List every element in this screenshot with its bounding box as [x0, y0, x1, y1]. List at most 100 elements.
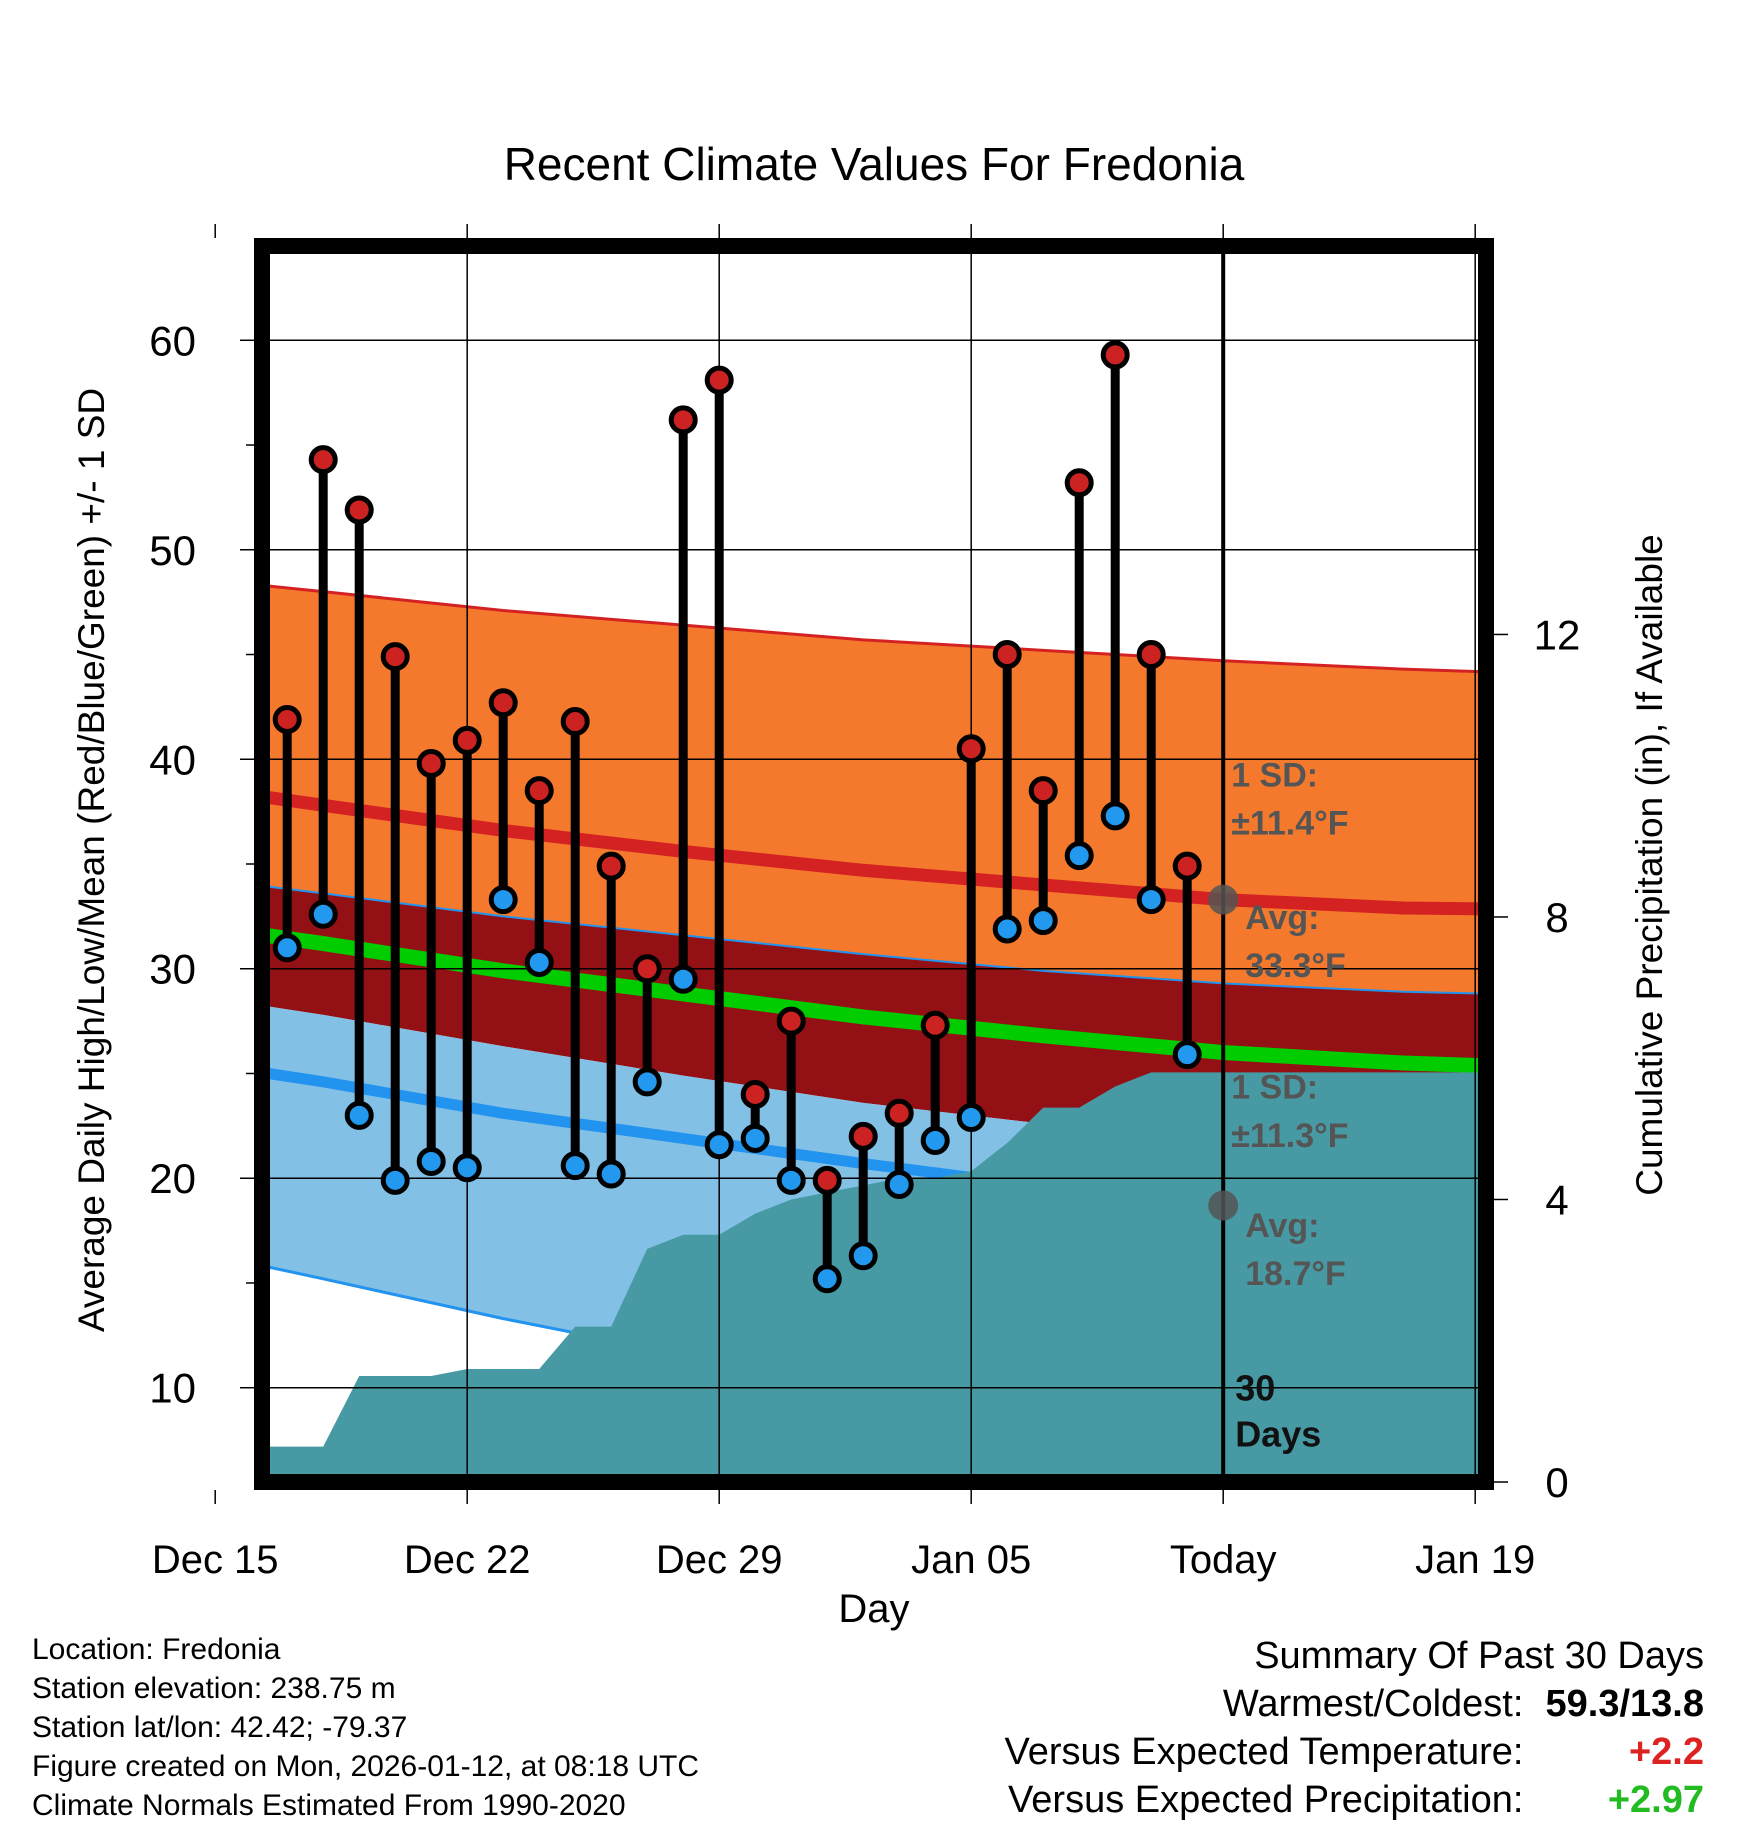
daily-low-point — [884, 1170, 914, 1200]
today-avg-low-marker — [1208, 1190, 1239, 1221]
y-tick-label: 10 — [149, 1365, 196, 1412]
y-tick-label: 60 — [149, 317, 196, 364]
daily-high-point — [1064, 468, 1094, 498]
high-sd-label: 1 SD: — [1231, 756, 1318, 794]
daily-low-point — [704, 1130, 734, 1160]
x-tick-label: Jan 05 — [911, 1538, 1031, 1582]
daily-low-point — [1028, 906, 1058, 936]
y2-tick-label: 4 — [1545, 1176, 1568, 1223]
daily-low-point — [380, 1165, 410, 1195]
y-tick-label: 50 — [149, 527, 196, 574]
daily-low-point — [848, 1241, 878, 1271]
summary-precip-label: Versus Expected Precipitation: — [1008, 1779, 1524, 1821]
daily-high-point — [272, 704, 302, 734]
daily-high-point — [956, 734, 986, 764]
daily-high-point — [704, 365, 734, 395]
daily-low-point — [956, 1102, 986, 1132]
high-avg-label: Avg: — [1245, 899, 1319, 937]
low-sd-value: ±11.3°F — [1231, 1117, 1348, 1155]
y-tick-label: 40 — [149, 736, 196, 783]
days-text-label: Days — [1235, 1413, 1321, 1454]
daily-low-point — [632, 1067, 662, 1097]
daily-low-point — [596, 1159, 626, 1189]
x-tick-label: Dec 22 — [404, 1538, 531, 1582]
daily-high-point — [812, 1165, 842, 1195]
y2-tick-label: 12 — [1534, 611, 1581, 658]
daily-low-point — [992, 914, 1022, 944]
daily-low-point — [920, 1126, 950, 1156]
daily-high-point — [596, 851, 626, 881]
x-tick-label: Jan 19 — [1415, 1538, 1535, 1582]
daily-high-point — [1100, 340, 1130, 370]
summary-panel: Summary Of Past 30 Days Warmest/Coldest:… — [1005, 1632, 1704, 1824]
x-tick-label: Dec 15 — [152, 1538, 279, 1582]
x-tick-label: Dec 29 — [656, 1538, 783, 1582]
daily-high-point — [776, 1006, 806, 1036]
daily-high-point — [1136, 640, 1166, 670]
daily-low-point — [1172, 1040, 1202, 1070]
daily-low-point — [1100, 801, 1130, 831]
daily-high-point — [560, 707, 590, 737]
summary-precip-row: Versus Expected Precipitation: +2.97 — [1005, 1776, 1704, 1824]
y-tick-label: 20 — [149, 1155, 196, 1202]
precip-area — [262, 1072, 1486, 1482]
info-created: Figure created on Mon, 2026-01-12, at 08… — [32, 1750, 700, 1783]
low-avg-value: 18.7°F — [1245, 1255, 1346, 1293]
info-latlon: Station lat/lon: 42.42; -79.37 — [32, 1711, 408, 1744]
summary-precip-value: +2.97 — [1607, 1779, 1704, 1821]
y-tick-label: 30 — [149, 946, 196, 993]
daily-low-point — [488, 885, 518, 915]
mean-line — [262, 927, 1486, 1074]
daily-low-point — [203, 1223, 227, 1247]
daily-high-point — [380, 642, 410, 672]
daily-high-point — [884, 1098, 914, 1128]
daily-high-point — [1028, 776, 1058, 806]
daily-low-point — [1064, 841, 1094, 871]
y2-tick-label: 8 — [1545, 894, 1568, 941]
daily-low-point — [776, 1165, 806, 1195]
plot-frame — [254, 238, 1494, 1490]
daily-low-point — [416, 1146, 446, 1176]
high-sd-upper-line — [262, 583, 1486, 674]
info-elevation: Station elevation: 238.75 m — [32, 1672, 396, 1705]
daily-high-point — [452, 725, 482, 755]
daily-high-point — [632, 954, 662, 984]
daily-low-point — [308, 899, 338, 929]
x-tick-label: Today — [1170, 1538, 1277, 1582]
y-axis-label: Average Daily High/Low/Mean (Red/Blue/Gr… — [71, 388, 112, 1332]
daily-high-point — [740, 1079, 770, 1109]
daily-high-point — [992, 640, 1022, 670]
daily-high-point — [668, 405, 698, 435]
daily-low-point — [1136, 885, 1166, 915]
y2-axis-label: Cumulative Precipitation (in), If Availa… — [1629, 534, 1670, 1196]
summary-warm-value: 59.3/13.8 — [1545, 1683, 1704, 1725]
summary-title: Summary Of Past 30 Days — [1254, 1635, 1704, 1677]
x-axis-label: Day — [838, 1587, 909, 1631]
station-info: Location: Fredonia Station elevation: 23… — [32, 1630, 699, 1825]
daily-low-point — [344, 1100, 374, 1130]
daily-high-point — [344, 495, 374, 525]
daily-low-point — [272, 933, 302, 963]
plot-area: 1 SD: ±11.4°F Avg: 33.3°F 1 SD: ±11.3°F Avg: 18… — [149, 224, 1581, 1582]
today-avg-high-marker — [1208, 884, 1239, 915]
high-sd-value: ±11.4°F — [1231, 805, 1348, 843]
summary-temp-value: +2.2 — [1628, 1731, 1704, 1773]
daily-high-point — [488, 688, 518, 718]
low-sd-label: 1 SD: — [1231, 1069, 1318, 1107]
days-count-label: 30 — [1235, 1367, 1275, 1408]
daily-high-point — [848, 1121, 878, 1151]
daily-high-point — [203, 1061, 227, 1085]
plot-clipped: 1 SD: ±11.4°F Avg: 33.3°F 1 SD: ±11.3°F Avg: 18… — [203, 246, 1486, 1482]
summary-warm-row: Warmest/Coldest: 59.3/13.8 — [1005, 1680, 1704, 1728]
avg-high-line — [262, 790, 1486, 916]
low-avg-label: Avg: — [1245, 1207, 1319, 1245]
daily-high-point — [920, 1010, 950, 1040]
daily-high-point — [1172, 851, 1202, 881]
info-location: Location: Fredonia — [32, 1633, 281, 1666]
low-sd-upper-line — [262, 884, 1486, 995]
y2-tick-label: 0 — [1545, 1459, 1568, 1506]
daily-low-point — [524, 947, 554, 977]
daily-low-point — [740, 1123, 770, 1153]
summary-temp-row: Versus Expected Temperature: +2.2 — [1005, 1728, 1704, 1776]
daily-low-point — [560, 1151, 590, 1181]
